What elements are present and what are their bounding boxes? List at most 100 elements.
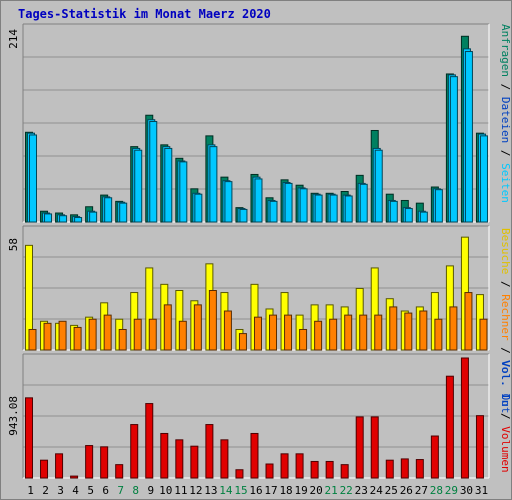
bar-volumen-day-8 <box>130 424 139 479</box>
bar-rechner-day-18 <box>284 314 293 351</box>
bar-seiten-day-9 <box>149 121 158 223</box>
day-label-27: 27 <box>415 484 428 497</box>
bar-rechner-day-4 <box>73 326 82 351</box>
day-label-9: 9 <box>147 484 154 497</box>
bar-volumen-day-5 <box>85 445 94 479</box>
bar-volumen-day-10 <box>160 432 169 479</box>
bar-volumen-day-27 <box>415 459 424 479</box>
day-label-1: 1 <box>27 484 34 497</box>
bar-rechner-day-7 <box>118 328 127 351</box>
bar-volumen-day-23 <box>355 416 364 479</box>
day-label-3: 3 <box>57 484 64 497</box>
bar-seiten-day-12 <box>194 193 203 223</box>
bar-seiten-day-8 <box>134 149 143 223</box>
bar-seiten-day-24 <box>374 149 383 223</box>
bar-volumen-day-7 <box>115 464 124 479</box>
right-label-group-top: Anfragen / Dateien / Seiten <box>499 24 512 203</box>
day-label-5: 5 <box>87 484 94 497</box>
bar-rechner-day-21 <box>329 318 338 351</box>
day-label-23: 23 <box>355 484 368 497</box>
bar-volumen-day-31 <box>475 415 484 479</box>
bar-rechner-day-20 <box>314 320 323 351</box>
bar-seiten-day-20 <box>314 194 323 223</box>
bar-rechner-day-6 <box>103 314 112 351</box>
bar-volumen-day-24 <box>370 416 379 479</box>
bar-rechner-day-2 <box>43 322 52 351</box>
bar-rechner-day-16 <box>253 316 262 351</box>
day-label-6: 6 <box>102 484 109 497</box>
bar-seiten-day-13 <box>209 146 218 223</box>
bar-volumen-day-11 <box>175 439 184 479</box>
day-label-11: 11 <box>174 484 187 497</box>
day-label-18: 18 <box>279 484 292 497</box>
bar-rechner-day-10 <box>163 304 172 351</box>
axis-max-label-middle: 58 <box>7 238 20 251</box>
bar-rechner-day-13 <box>208 290 217 351</box>
bar-rechner-day-24 <box>374 314 383 351</box>
bar-volumen-day-28 <box>430 435 439 479</box>
right-label-volumen: Volumen <box>499 426 512 472</box>
bar-seiten-day-21 <box>329 194 338 223</box>
bar-seiten-day-22 <box>344 195 353 223</box>
day-label-24: 24 <box>370 484 384 497</box>
day-label-25: 25 <box>385 484 398 497</box>
right-label-besuche: Besuche <box>499 228 512 274</box>
right-label-dateien: Dateien <box>499 97 512 143</box>
bar-volumen-day-3 <box>55 453 64 479</box>
bar-volumen-day-21 <box>325 460 334 479</box>
bar-rechner-day-28 <box>434 318 443 351</box>
right-label-separator: / <box>499 77 512 97</box>
bar-rechner-day-31 <box>479 318 488 351</box>
bar-rechner-day-5 <box>88 318 97 351</box>
right-label-separator: / <box>499 406 512 426</box>
bar-rechner-day-19 <box>299 328 308 351</box>
bar-rechner-day-23 <box>359 314 368 351</box>
bar-rechner-day-9 <box>148 318 157 351</box>
bar-volumen-day-16 <box>250 432 259 479</box>
day-label-12: 12 <box>189 484 202 497</box>
axis-max-label-top: 214 <box>7 29 20 49</box>
day-label-30: 30 <box>460 484 473 497</box>
right-label-separator: / <box>499 143 512 163</box>
bar-rechner-day-8 <box>133 318 142 351</box>
day-label-16: 16 <box>249 484 262 497</box>
right-label-separator: / <box>499 341 512 361</box>
bar-seiten-day-2 <box>44 213 53 223</box>
bar-seiten-day-15 <box>239 208 248 223</box>
bar-seiten-day-16 <box>254 178 263 223</box>
bar-rechner-day-17 <box>269 314 278 351</box>
bar-seiten-day-31 <box>479 135 488 223</box>
bar-rechner-day-27 <box>419 310 428 351</box>
bar-rechner-day-22 <box>344 314 353 351</box>
bar-volumen-day-17 <box>265 463 274 479</box>
right-label-group-middle: Besuche / Rechner / Vol. Out <box>499 228 512 413</box>
bar-seiten-day-14 <box>224 181 233 223</box>
right-label-vol-out: Vol. Out <box>499 360 512 413</box>
bar-volumen-day-19 <box>295 453 304 479</box>
day-label-22: 22 <box>340 484 353 497</box>
day-label-19: 19 <box>294 484 307 497</box>
day-label-10: 10 <box>159 484 172 497</box>
bar-seiten-day-19 <box>299 188 308 223</box>
bar-seiten-day-29 <box>449 76 458 223</box>
bar-seiten-day-7 <box>119 202 128 223</box>
day-label-13: 13 <box>204 484 217 497</box>
bar-seiten-day-25 <box>389 200 398 223</box>
day-label-21: 21 <box>325 484 338 497</box>
bar-rechner-day-12 <box>193 304 202 351</box>
day-label-2: 2 <box>42 484 49 497</box>
bar-seiten-day-23 <box>359 183 368 223</box>
day-label-4: 4 <box>72 484 79 497</box>
bar-rechner-day-25 <box>389 306 398 351</box>
bar-rechner-day-29 <box>449 306 458 351</box>
bar-volumen-day-20 <box>310 460 319 479</box>
bar-rechner-day-14 <box>223 310 232 351</box>
bar-volumen-day-29 <box>445 375 454 479</box>
bar-seiten-day-5 <box>89 211 98 223</box>
bar-seiten-day-1 <box>29 134 37 223</box>
bar-seiten-day-10 <box>164 147 173 223</box>
bar-rechner-day-26 <box>404 312 413 351</box>
bar-volumen-day-6 <box>100 446 109 479</box>
bar-rechner-day-3 <box>58 320 67 351</box>
